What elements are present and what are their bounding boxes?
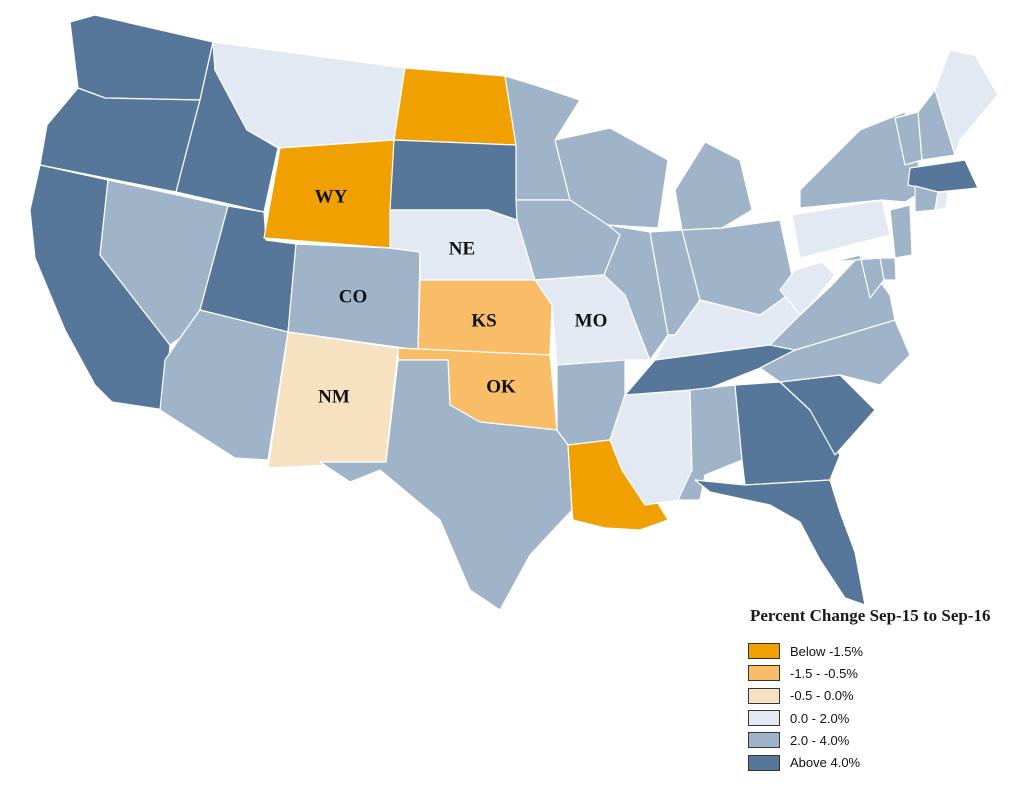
- legend-swatch: [748, 687, 780, 704]
- legend-item: Below -1.5%: [748, 640, 1018, 662]
- state-label-new-mexico: NM: [318, 386, 350, 407]
- state-texas: [319, 359, 573, 611]
- state-label-kansas: KS: [471, 310, 496, 331]
- legend-item: 2.0 - 4.0%: [748, 729, 1018, 751]
- legend-label: -0.5 - 0.0%: [790, 688, 854, 704]
- legend-label: -1.5 - -0.5%: [790, 665, 858, 681]
- state-maryland: [831, 254, 885, 299]
- state-south-dakota: [389, 139, 518, 221]
- legend-swatch: [748, 643, 780, 660]
- state-west-virginia: [779, 261, 836, 316]
- legend-item: -1.5 - -0.5%: [748, 662, 1018, 684]
- legend-item: Above 4.0%: [748, 751, 1018, 773]
- state-label-oklahoma: OK: [486, 376, 516, 397]
- state-pennsylvania: [791, 199, 891, 259]
- legend-item: 0.0 - 2.0%: [748, 707, 1018, 729]
- state-washington: [69, 14, 214, 101]
- state-wisconsin: [554, 127, 669, 229]
- legend-swatch: [748, 754, 780, 771]
- state-label-missouri: MO: [575, 310, 608, 331]
- state-north-dakota: [393, 67, 517, 146]
- state-new-jersey: [889, 204, 913, 259]
- legend-label: 0.0 - 2.0%: [790, 710, 850, 726]
- state-maine: [934, 49, 999, 156]
- state-kansas: [417, 279, 553, 356]
- legend-label: Above 4.0%: [790, 755, 861, 771]
- legend-swatch: [748, 665, 780, 682]
- legend-title: Percent Change Sep-15 to Sep-16: [750, 606, 991, 625]
- state-michigan: [674, 141, 753, 231]
- state-label-colorado: CO: [339, 286, 368, 307]
- state-florida: [694, 479, 866, 606]
- legend-items: Below -1.5% -1.5 - -0.5% -0.5 - 0.0% 0.0 - …: [748, 640, 1018, 774]
- state-label-wyoming: WY: [315, 186, 348, 207]
- legend-label: Below -1.5%: [790, 643, 863, 659]
- legend-label: 2.0 - 4.0%: [790, 732, 850, 748]
- legend-swatch: [748, 732, 780, 749]
- state-label-nebraska: NE: [449, 238, 475, 259]
- state-massachusetts: [907, 159, 979, 193]
- state-rhode-island: [934, 191, 949, 211]
- legend-item: -0.5 - 0.0%: [748, 685, 1018, 707]
- legend-swatch: [748, 710, 780, 727]
- map-legend: Percent Change Sep-15 to Sep-16 Below -1…: [748, 606, 1018, 774]
